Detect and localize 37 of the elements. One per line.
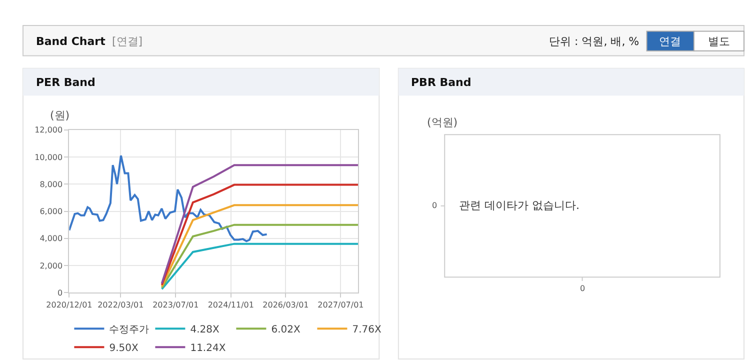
line-series bbox=[160, 204, 358, 288]
text: [연결] bbox=[112, 35, 143, 48]
x-tick-label: 2023/07/01 bbox=[152, 300, 199, 310]
x-tick-label: 2026/03/01 bbox=[262, 300, 309, 310]
y-tick-label: 0 bbox=[58, 288, 63, 298]
legend-label: 4.28X bbox=[190, 324, 220, 336]
x-tick-label: 2020/12/01 bbox=[46, 300, 92, 310]
text: 별도 bbox=[708, 35, 730, 48]
text: 0 bbox=[432, 201, 438, 210]
line-series bbox=[160, 164, 358, 284]
legend-label: 수정주가 bbox=[109, 324, 150, 336]
line-series bbox=[69, 154, 268, 242]
text: Band Chart bbox=[36, 35, 106, 48]
line-series bbox=[160, 242, 358, 290]
y-tick-label: 2,000 bbox=[40, 261, 63, 270]
text: PBR Band bbox=[411, 76, 472, 89]
text: (억원) bbox=[427, 116, 458, 129]
y-tick-label: 10,000 bbox=[34, 152, 63, 162]
legend-label: 7.76X bbox=[352, 324, 382, 336]
legend-label: 6.02X bbox=[271, 324, 300, 336]
text: 연결 bbox=[659, 35, 681, 48]
x-tick-label: 2022/03/01 bbox=[98, 300, 144, 310]
y-tick-label: 8,000 bbox=[40, 180, 63, 189]
y-tick-label: 4,000 bbox=[40, 234, 63, 244]
line-series bbox=[160, 184, 358, 286]
text: 관련 데이타가 없습니다. bbox=[459, 199, 580, 212]
legend-label: 9.50X bbox=[109, 343, 138, 354]
text: 단위 : 억원, 배, % bbox=[549, 35, 640, 48]
text: 0 bbox=[580, 284, 586, 293]
x-tick-label: 2024/11/01 bbox=[208, 300, 254, 310]
y-axis-title: (원) bbox=[50, 109, 70, 122]
x-tick-label: 2027/07/01 bbox=[318, 300, 364, 310]
chart-title: PER Band bbox=[36, 76, 96, 89]
line-series bbox=[160, 224, 358, 289]
y-tick-label: 6,000 bbox=[40, 207, 63, 216]
legend-label: 11.24X bbox=[190, 343, 226, 354]
y-tick-label: 12,000 bbox=[34, 126, 63, 135]
